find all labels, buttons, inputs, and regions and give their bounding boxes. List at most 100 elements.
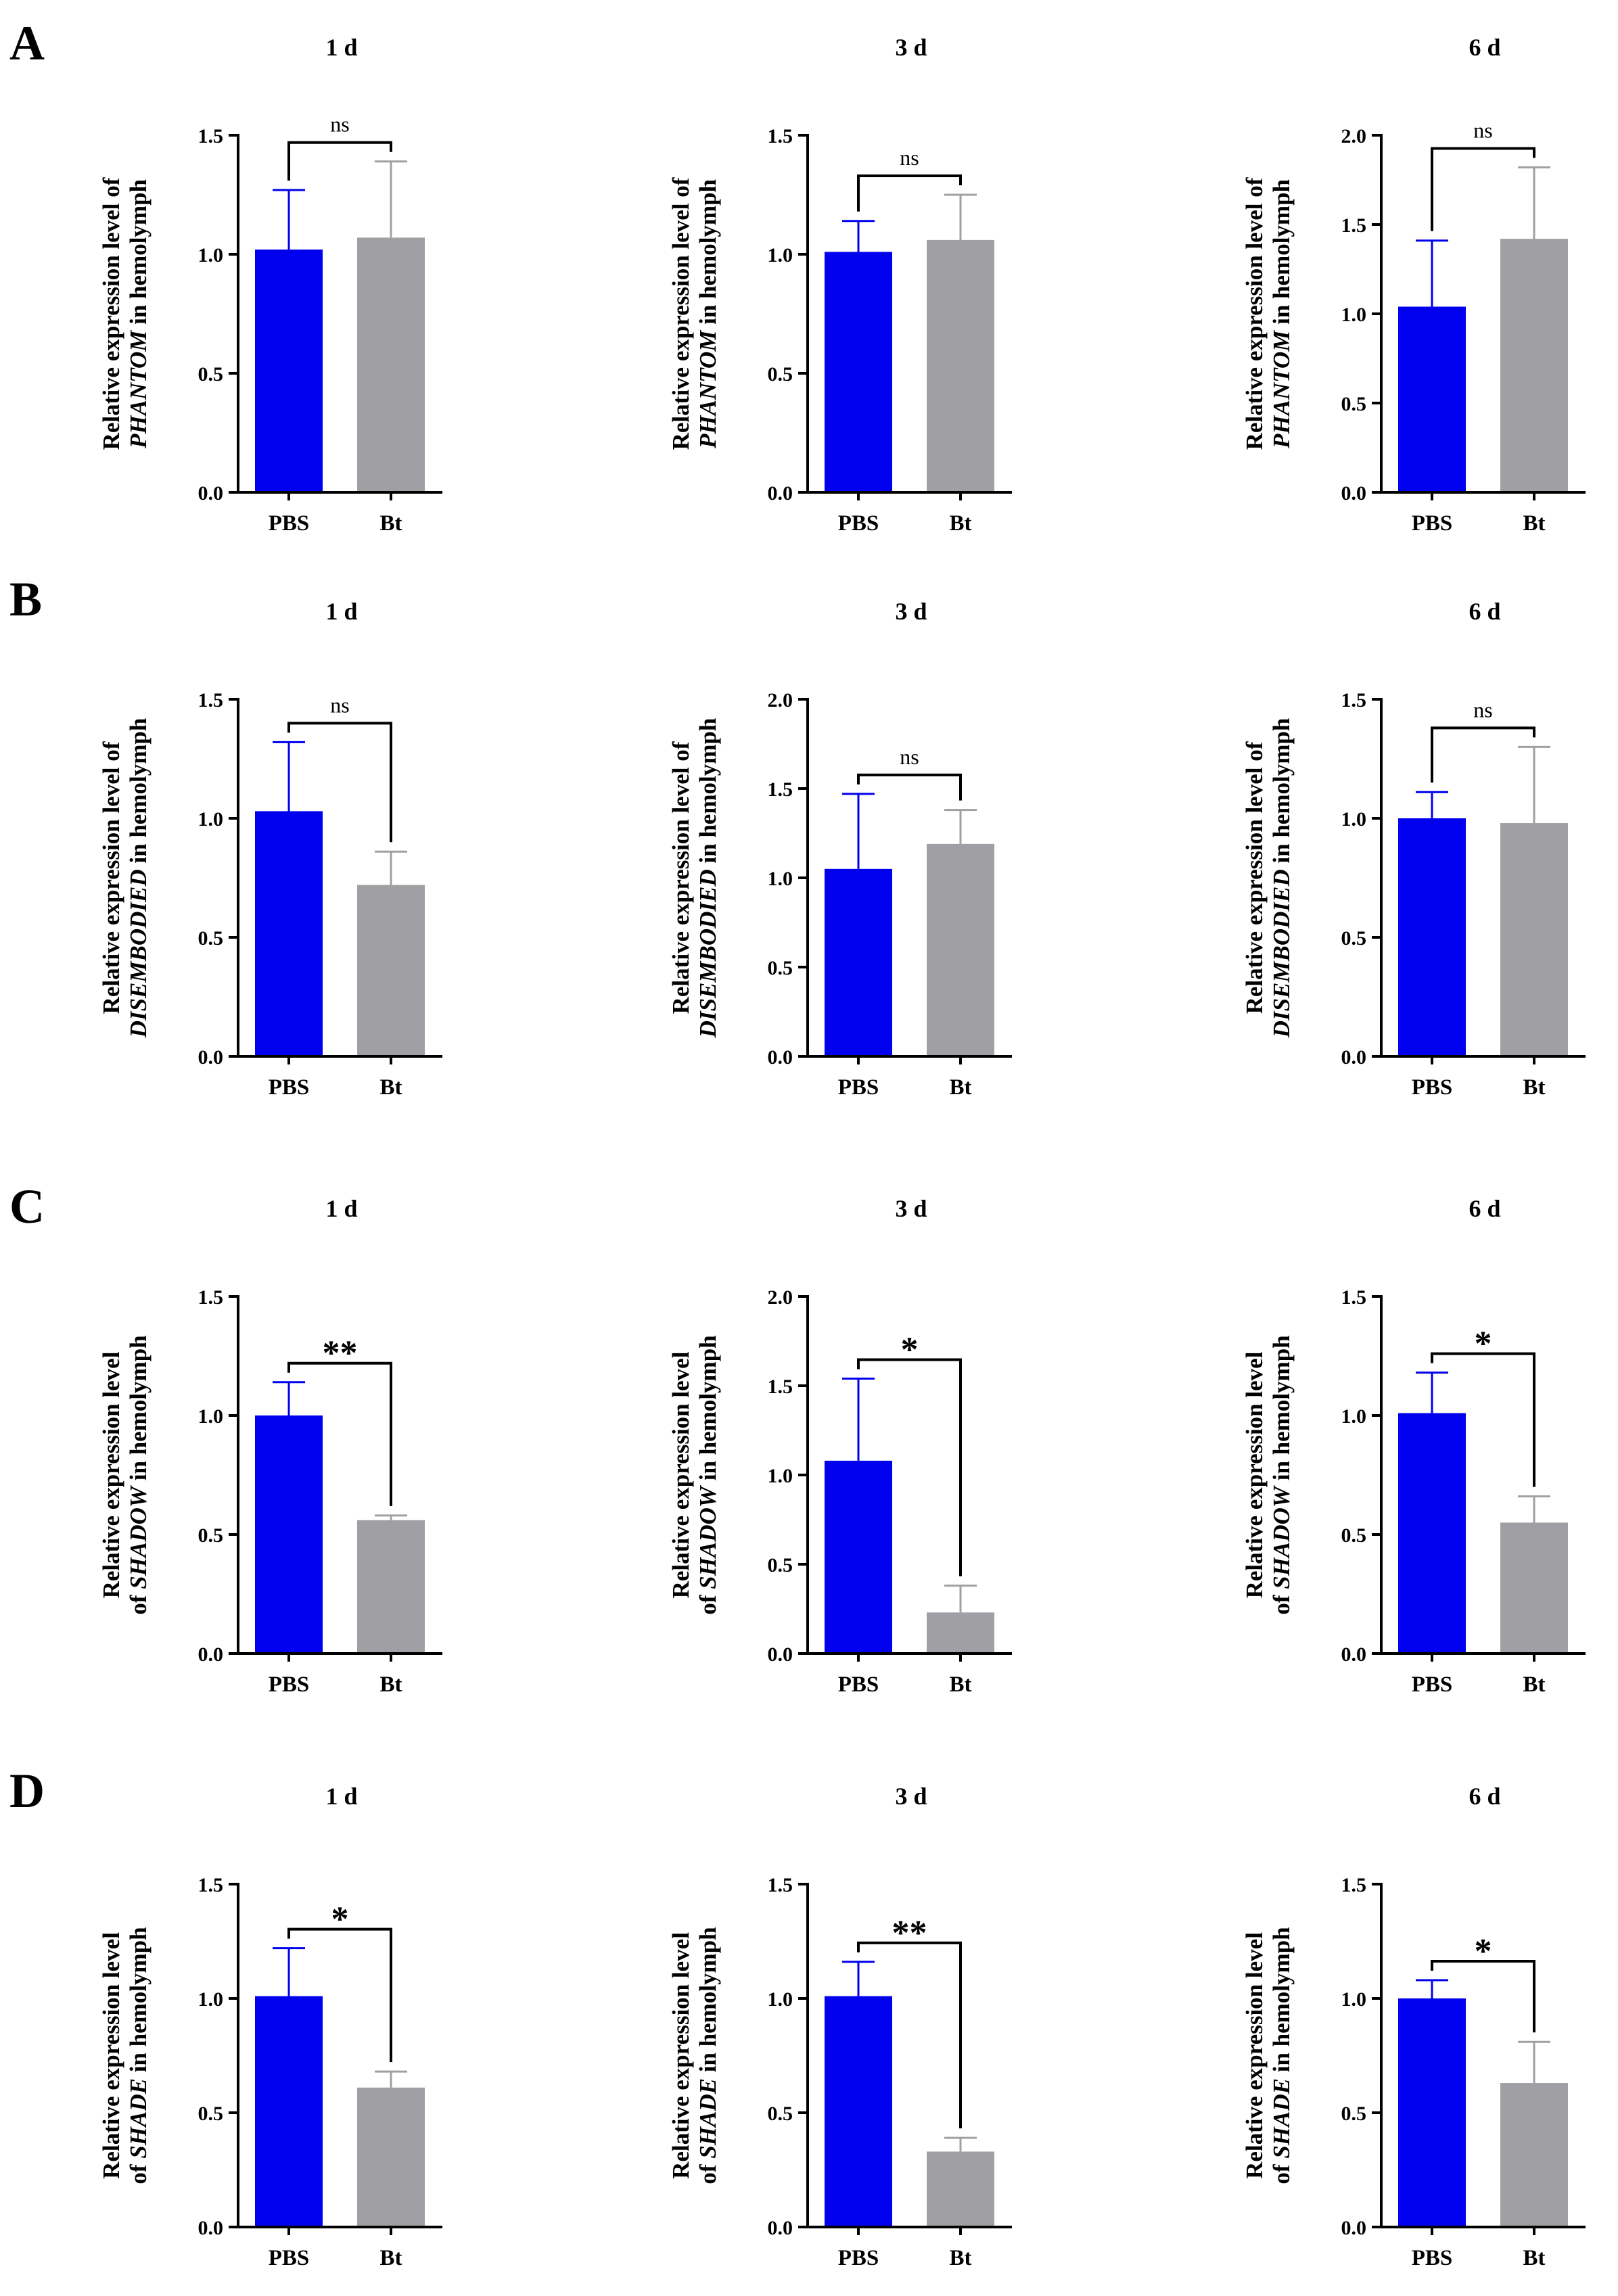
y-tick-label: 0.5	[768, 2103, 793, 2125]
y-tick-label: 0.0	[198, 1643, 224, 1666]
y-axis-label-line1: Relative expression level of	[1241, 177, 1268, 450]
y-label-suffix: in hemolymph	[1268, 1927, 1295, 2078]
significance-label: **	[323, 1334, 358, 1373]
y-tick-label: 1.5	[1341, 1874, 1367, 1896]
y-tick-label: 0.0	[768, 1643, 793, 1666]
y-axis-label-line2: PHANTOM in hemolymph	[1268, 179, 1295, 449]
y-label-gene: DISEMBODIED	[695, 869, 721, 1038]
x-tick-label-pbs: PBS	[269, 1075, 310, 1100]
panel-letter-A: A	[9, 16, 45, 70]
chart-title: 3 d	[895, 1195, 927, 1222]
y-tick-label: 0.0	[198, 2217, 224, 2239]
bar-bt	[1500, 239, 1568, 492]
chart-A-3: 6 d Relative expression level of PHANTOM i…	[1241, 34, 1586, 536]
y-axis-label-line2: PHANTOM in hemolymph	[125, 179, 152, 449]
y-tick-label: 0.5	[1341, 2103, 1367, 2125]
x-tick-label-bt: Bt	[950, 1075, 972, 1100]
y-tick-label: 2.0	[768, 1286, 793, 1309]
y-axis-label-line2: of SHADE in hemolymph	[695, 1927, 721, 2184]
y-label-gene: PHANTOM	[695, 329, 721, 449]
chart-title: 1 d	[325, 1195, 357, 1222]
x-tick-label-pbs: PBS	[1412, 1075, 1453, 1100]
chart-D-2: 3 d Relative expression level of SHADE in …	[668, 1783, 1012, 2270]
y-axis-label-line2: DISEMBODIED in hemolymph	[125, 718, 152, 1039]
chart-title: 3 d	[895, 34, 927, 61]
x-tick-label-pbs: PBS	[269, 2246, 310, 2270]
y-axis-label-line2: of SHADOW in hemolymph	[125, 1335, 152, 1614]
y-label-of: of	[1268, 1589, 1295, 1615]
significance-label: **	[892, 1914, 927, 1952]
chart-B-2: 3 d Relative expression level of DISEMBODI…	[668, 598, 1012, 1100]
y-label-suffix: in hemolymph	[125, 179, 152, 331]
y-tick-label: 1.5	[768, 1874, 793, 1896]
y-label-gene: SHADE	[695, 2078, 721, 2159]
x-tick-label-bt: Bt	[1523, 2246, 1546, 2270]
y-label-prefix: Relative expression level	[98, 1932, 124, 2179]
significance-bracket	[1431, 1959, 1535, 2033]
bar-pbs	[825, 1460, 892, 1654]
y-tick-label: 0.0	[1341, 1046, 1367, 1069]
y-label-prefix: Relative expression level of	[1241, 741, 1268, 1014]
y-label-suffix: in hemolymph	[125, 1335, 152, 1486]
y-axis-label-line1: Relative expression level of	[668, 177, 694, 450]
chart-B-1: 1 d Relative expression level of DISEMBODI…	[98, 598, 442, 1100]
x-tick-label-pbs: PBS	[838, 2246, 879, 2270]
y-label-gene: SHADE	[1268, 2078, 1295, 2159]
bar-pbs	[1398, 306, 1466, 492]
y-tick-label: 1.5	[768, 778, 793, 801]
y-tick-label: 1.0	[198, 1405, 224, 1428]
x-tick-label-pbs: PBS	[1412, 1672, 1453, 1697]
y-tick-label: 1.0	[768, 868, 793, 890]
significance-bracket	[857, 773, 962, 801]
bar-pbs	[1398, 1413, 1466, 1654]
x-tick-label-bt: Bt	[950, 1672, 972, 1697]
y-tick-label: 1.0	[768, 1465, 793, 1487]
y-label-prefix: Relative expression level of	[668, 741, 694, 1014]
chart-title: 3 d	[895, 598, 927, 625]
y-tick-label: 1.5	[1341, 689, 1367, 711]
chart-A-1: 1 d Relative expression level of PHANTOM i…	[98, 34, 442, 536]
chart-D-3: 6 d Relative expression level of SHADE in …	[1241, 1783, 1586, 2270]
y-axis-label-line2: PHANTOM in hemolymph	[695, 179, 721, 449]
bar-pbs	[255, 249, 323, 492]
y-tick-label: 0.0	[1341, 482, 1367, 505]
y-tick-label: 0.5	[768, 363, 793, 385]
x-tick-label-bt: Bt	[950, 2246, 972, 2270]
y-tick-label: 0.5	[198, 363, 224, 385]
bar-bt	[927, 843, 994, 1056]
y-tick-label: 1.5	[1341, 1286, 1367, 1309]
y-tick-label: 1.0	[198, 244, 224, 266]
significance-label: ns	[900, 145, 919, 170]
y-tick-label: 1.5	[198, 1286, 224, 1309]
significance-label: *	[1475, 1932, 1492, 1971]
y-tick-label: 1.5	[768, 125, 793, 147]
x-tick-label-pbs: PBS	[1412, 511, 1453, 536]
bar-bt	[1500, 1522, 1568, 1654]
bar-pbs	[1398, 818, 1466, 1056]
y-label-suffix: in hemolymph	[125, 1927, 152, 2078]
y-tick-label: 0.5	[1341, 1524, 1367, 1547]
bar-pbs	[1398, 1998, 1466, 2227]
y-axis-label-line1: Relative expression level	[1241, 1351, 1268, 1598]
bar-bt	[927, 1612, 994, 1654]
y-axis-label-line2: of SHADOW in hemolymph	[1268, 1335, 1295, 1614]
chart-title: 6 d	[1469, 1783, 1500, 1810]
y-label-gene: DISEMBODIED	[1268, 869, 1295, 1038]
x-tick-label-bt: Bt	[380, 2246, 402, 2270]
significance-bracket	[1431, 726, 1535, 783]
significance-bracket	[287, 1361, 392, 1506]
significance-label: ns	[900, 745, 919, 769]
y-label-suffix: in hemolymph	[695, 1335, 721, 1486]
significance-bracket	[857, 1941, 962, 2129]
y-label-prefix: Relative expression level	[98, 1351, 124, 1598]
y-label-prefix: Relative expression level of	[98, 177, 124, 450]
y-label-suffix: in hemolymph	[1268, 179, 1295, 331]
x-tick-label-bt: Bt	[950, 511, 972, 536]
y-tick-label: 0.5	[198, 2103, 224, 2125]
y-tick-label: 2.0	[1341, 125, 1367, 147]
y-axis-label-line2: DISEMBODIED in hemolymph	[1268, 718, 1295, 1039]
x-tick-label-bt: Bt	[380, 511, 402, 536]
y-label-prefix: Relative expression level	[668, 1351, 694, 1598]
x-tick-label-bt: Bt	[1523, 511, 1546, 536]
